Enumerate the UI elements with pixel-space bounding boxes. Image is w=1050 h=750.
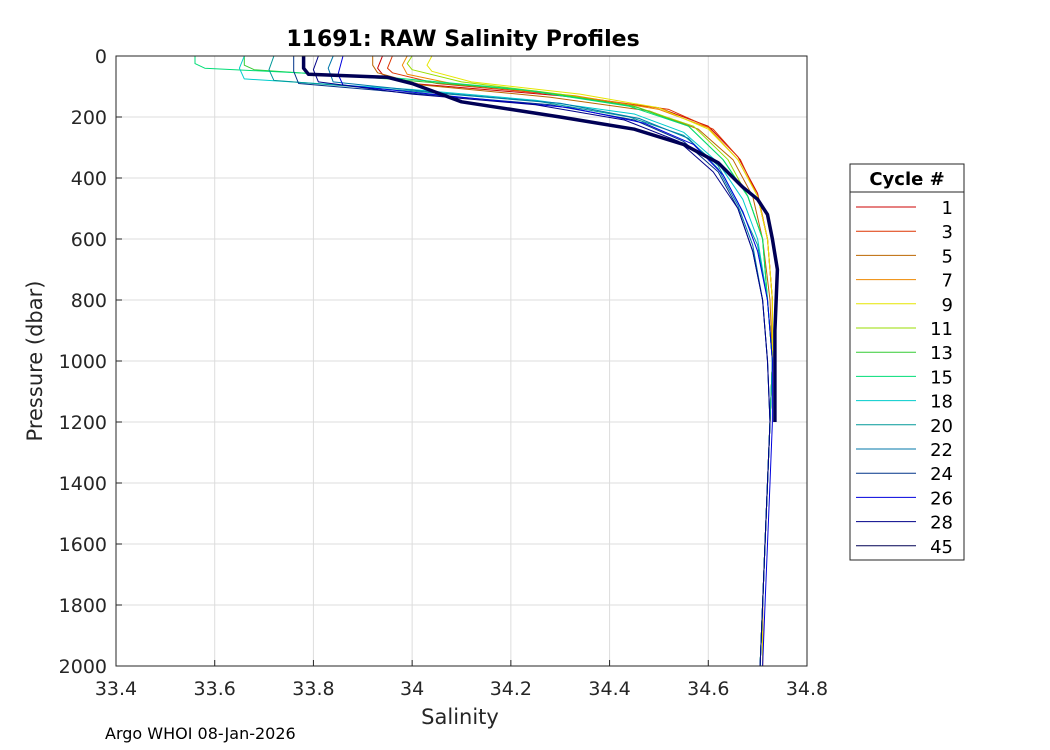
x-tick-label: 33.4 xyxy=(95,678,137,700)
profile-lines xyxy=(194,55,780,667)
legend-label-cycle-11: 11 xyxy=(930,319,953,340)
y-axis-label: Pressure (dbar) xyxy=(23,281,47,442)
y-tick-label: 1000 xyxy=(59,351,107,373)
legend-label-cycle-5: 5 xyxy=(942,246,953,267)
legend-box xyxy=(849,163,965,561)
plot-frame xyxy=(115,55,808,667)
y-tick-label: 1600 xyxy=(59,534,107,556)
x-tick-label: 34 xyxy=(400,678,424,700)
x-axis-label: Salinity xyxy=(421,705,499,729)
legend-label-cycle-1: 1 xyxy=(942,198,953,219)
profile-line-cycle-45 xyxy=(301,56,780,422)
x-tick-label: 34.6 xyxy=(687,678,729,700)
legend-label-cycle-26: 26 xyxy=(930,488,953,509)
y-tick-label: 600 xyxy=(71,229,107,251)
legend-label-cycle-9: 9 xyxy=(942,295,953,316)
x-tick-label: 34.4 xyxy=(588,678,630,700)
y-tick-label: 1200 xyxy=(59,412,107,434)
legend-label-cycle-7: 7 xyxy=(942,271,953,292)
profile-line-cycle-28 xyxy=(312,55,771,667)
legend-label-cycle-45: 45 xyxy=(930,537,953,558)
y-tick-label: 800 xyxy=(71,290,107,312)
chart-title: 11691: RAW Salinity Profiles xyxy=(286,27,639,52)
x-tick-label: 33.8 xyxy=(292,678,334,700)
y-tick-label: 0 xyxy=(95,46,107,68)
legend-label-cycle-18: 18 xyxy=(930,392,953,413)
legend-label-cycle-22: 22 xyxy=(930,440,953,461)
legend-label-cycle-3: 3 xyxy=(942,222,953,243)
profile-line-cycle-26 xyxy=(337,55,773,667)
x-tick-label: 34.8 xyxy=(786,678,828,700)
legend-label-cycle-24: 24 xyxy=(930,464,953,485)
y-tick-label: 2000 xyxy=(59,656,107,678)
legend-label-cycle-13: 13 xyxy=(930,343,953,364)
legend-label-cycle-28: 28 xyxy=(930,513,953,534)
legend-title: Cycle # xyxy=(869,169,944,190)
x-tick-labels: 33.4 33.6 33.8 34 34.2 34.4 34.6 34.8 xyxy=(95,678,828,700)
y-tick-label: 200 xyxy=(71,107,107,129)
footer-credit: Argo WHOI 08-Jan-2026 xyxy=(105,724,296,743)
x-tick-label: 34.2 xyxy=(490,678,532,700)
legend-label-cycle-15: 15 xyxy=(930,367,953,388)
y-tick-label: 400 xyxy=(71,168,107,190)
y-tick-labels: 0 200 400 600 800 1000 1200 1400 1600 1800 2000 xyxy=(59,46,107,678)
y-tick-label: 1400 xyxy=(59,473,107,495)
y-tick-label: 1800 xyxy=(59,595,107,617)
x-tick-label: 33.6 xyxy=(194,678,236,700)
legend-label-cycle-20: 20 xyxy=(930,416,953,437)
